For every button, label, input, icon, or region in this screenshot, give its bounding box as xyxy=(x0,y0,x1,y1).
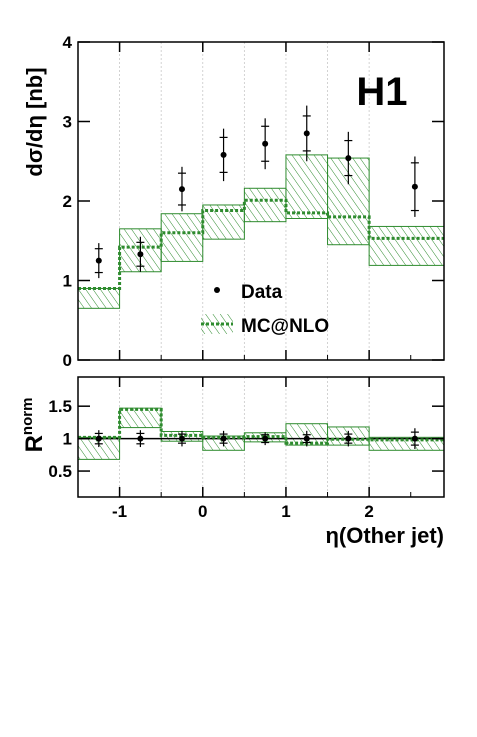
y-tick-label: 2 xyxy=(63,192,72,211)
data-point xyxy=(302,105,311,162)
y-axis-label: dσ/dη [nb] xyxy=(22,67,47,176)
data-point-marker xyxy=(411,435,418,442)
y-tick-label: 1.5 xyxy=(48,397,72,416)
ratio-data-points xyxy=(94,428,419,449)
ratio-plot-panel: 0.5 1 1.5 -1 0 1 2 Rnorm η(Other jet) xyxy=(19,376,445,548)
x-axis-label: η(Other jet) xyxy=(325,523,444,548)
y-tick-label: 1 xyxy=(63,272,72,291)
data-point-marker xyxy=(220,435,227,442)
data-point-marker xyxy=(178,186,185,193)
y-axis-ticks: 0 1 2 3 4 xyxy=(63,33,444,370)
data-point-marker xyxy=(220,151,227,158)
ratio-y-axis-label-main: R xyxy=(21,435,48,452)
y-tick-label: 0 xyxy=(63,351,72,370)
data-point xyxy=(344,430,353,447)
data-point xyxy=(302,430,311,447)
legend: Data MC@NLO xyxy=(201,282,329,337)
x-axis-ticks xyxy=(77,42,412,360)
mcnlo-band-bin xyxy=(119,407,162,429)
data-point-marker xyxy=(303,435,310,442)
experiment-label: H1 xyxy=(356,70,407,114)
data-point xyxy=(410,428,419,449)
data-point xyxy=(410,156,419,217)
data-point xyxy=(219,430,228,447)
mcnlo-band-bin xyxy=(78,287,121,309)
data-point xyxy=(177,166,186,212)
ratio-y-axis-label-superscript: norm xyxy=(19,398,36,436)
x-tick-label: 0 xyxy=(198,502,207,521)
mcnlo-central-histogram xyxy=(78,198,444,290)
data-point xyxy=(136,430,145,448)
mcnlo-band-bin xyxy=(243,187,287,223)
data-point-marker xyxy=(178,435,185,442)
data-point-marker xyxy=(137,251,144,258)
y-tick-label: 3 xyxy=(63,113,72,132)
mcnlo-central-line xyxy=(78,198,444,290)
data-point-marker xyxy=(95,435,102,442)
mcnlo-band-bin xyxy=(160,213,204,262)
data-point-marker xyxy=(95,257,102,264)
legend-mcnlo-label: MC@NLO xyxy=(241,316,329,337)
data-points xyxy=(94,105,419,279)
data-point xyxy=(261,432,270,446)
legend-data-marker xyxy=(214,287,220,293)
x-tick-label: 1 xyxy=(281,502,290,521)
data-point xyxy=(177,430,186,447)
y-tick-label: 1 xyxy=(63,430,72,449)
legend-entry-data: Data xyxy=(214,282,283,303)
data-point-marker xyxy=(137,435,144,442)
data-point xyxy=(94,430,103,448)
bin-edge-gridlines xyxy=(119,42,370,360)
data-point-marker xyxy=(303,130,310,137)
main-plot-panel: 0 1 2 3 4 H1 dσ/dη [nb] Data MC@NLO xyxy=(22,33,445,370)
y-tick-label: 4 xyxy=(63,33,73,52)
data-point xyxy=(261,118,270,170)
mcnlo-band-bin xyxy=(202,204,245,240)
mcnlo-band-bin xyxy=(368,225,444,266)
legend-entry-mcnlo: MC@NLO xyxy=(201,314,329,337)
ratio-x-axis-ticks: -1 0 1 2 xyxy=(77,377,412,521)
x-tick-label: 2 xyxy=(364,502,373,521)
ratio-mcnlo-uncertainty-band xyxy=(78,407,444,460)
data-point xyxy=(94,243,103,279)
mcnlo-band-bin xyxy=(285,154,329,219)
data-point-marker xyxy=(262,140,269,147)
data-point-marker xyxy=(345,155,352,162)
data-point-marker xyxy=(262,435,269,442)
data-point-marker xyxy=(345,435,352,442)
data-point xyxy=(136,236,145,272)
y-tick-label: 0.5 xyxy=(48,462,72,481)
data-point xyxy=(344,131,353,185)
data-point xyxy=(219,128,228,182)
ratio-y-axis-ticks: 0.5 1 1.5 xyxy=(48,397,444,481)
x-tick-label: -1 xyxy=(112,502,127,521)
legend-data-label: Data xyxy=(241,282,283,303)
ratio-y-axis-label: Rnorm xyxy=(19,398,48,453)
ratio-plot-frame xyxy=(77,376,445,498)
data-point-marker xyxy=(411,183,418,190)
